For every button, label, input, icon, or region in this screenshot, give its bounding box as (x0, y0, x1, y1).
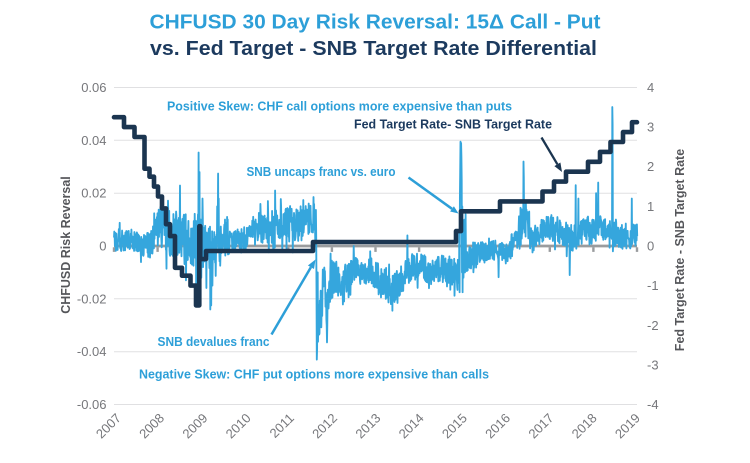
svg-text:SNB uncaps franc vs. euro: SNB uncaps franc vs. euro (247, 165, 396, 179)
svg-text:-1: -1 (647, 278, 659, 293)
svg-text:2: 2 (647, 159, 654, 174)
svg-text:-3: -3 (647, 357, 659, 372)
svg-text:Fed Target Rate - SNB Target R: Fed Target Rate - SNB Target Rate (673, 149, 687, 351)
svg-text:-4: -4 (647, 397, 659, 412)
svg-text:0.02: 0.02 (81, 186, 106, 201)
svg-text:Fed Target Rate- SNB Target Ra: Fed Target Rate- SNB Target Rate (354, 117, 552, 132)
svg-text:-0.06: -0.06 (77, 397, 107, 412)
svg-text:Negative Skew: CHF put options: Negative Skew: CHF put options more expe… (139, 368, 489, 382)
svg-text:-0.04: -0.04 (77, 344, 107, 359)
svg-text:SNB devalues franc: SNB devalues franc (158, 335, 270, 349)
svg-text:0: 0 (647, 239, 654, 254)
svg-text:0.06: 0.06 (81, 80, 106, 95)
svg-text:1: 1 (647, 199, 654, 214)
svg-text:-2: -2 (647, 318, 659, 333)
svg-text:CHFUSD Risk Reversal: CHFUSD Risk Reversal (59, 176, 73, 314)
svg-text:4: 4 (647, 80, 654, 95)
svg-text:3: 3 (647, 120, 654, 135)
svg-text:Positive Skew: CHF call option: Positive Skew: CHF call options more exp… (167, 100, 512, 114)
svg-text:vs. Fed Target - SNB Target Ra: vs. Fed Target - SNB Target Rate Differe… (150, 38, 597, 60)
svg-text:-0.02: -0.02 (77, 291, 107, 306)
svg-text:0: 0 (99, 239, 106, 254)
svg-text:0.04: 0.04 (81, 133, 106, 148)
svg-text:CHFUSD 30 Day Risk Reversal: 1: CHFUSD 30 Day Risk Reversal: 15Δ Call - … (150, 12, 601, 34)
